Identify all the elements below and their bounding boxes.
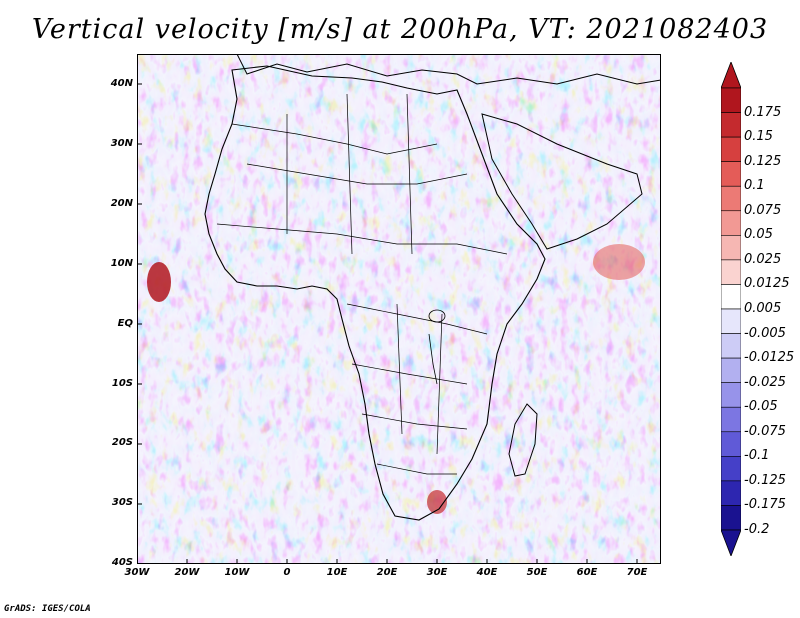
map-plot (137, 54, 661, 564)
colorbar-tick-label: -0.0125 (744, 350, 795, 366)
colorbar-band (721, 210, 741, 236)
colorbar-tick-label: 0.075 (744, 202, 782, 218)
colorbar-tick-label: 0.025 (744, 251, 782, 267)
lon-label-10w: 10W (224, 567, 250, 578)
colorbar-band (721, 382, 741, 408)
axis-ticks (137, 83, 638, 564)
lon-label-50e: 50E (526, 567, 548, 578)
colorbar-tick-label: -0.075 (744, 423, 786, 439)
colorbar-max-arrow (721, 62, 741, 89)
lat-label-40s: 40S (111, 557, 133, 568)
lat-label-10n: 10N (110, 258, 133, 269)
colorbar-tick-label: 0.125 (744, 153, 782, 169)
lake-victoria (428, 309, 446, 323)
colorbar-band (721, 284, 741, 310)
madagascar-coastline (508, 403, 538, 477)
lon-label-60e: 60E (576, 567, 598, 578)
colorbar-tick-label: -0.025 (744, 374, 786, 390)
map-title: Vertical velocity [m/s] at 200hPa, VT: 2… (31, 14, 769, 45)
colorbar-band (721, 431, 741, 457)
colorbar-tick-label: 0.15 (744, 129, 773, 145)
lake-tanganyika (428, 333, 438, 385)
colorbar-band (721, 333, 741, 359)
colorbar-band (721, 136, 741, 162)
grads-credit: GrADS: IGES/COLA (4, 604, 91, 614)
lon-label-30e: 30E (426, 567, 448, 578)
colorbar-tick-label: 0.1 (744, 178, 765, 194)
lon-label-0: 0 (283, 567, 291, 578)
lon-label-70e: 70E (626, 567, 648, 578)
colorbar-band (721, 505, 741, 531)
colorbar (721, 62, 741, 556)
colorbar-band (721, 357, 741, 383)
colorbar-tick-label: 0.05 (744, 227, 773, 243)
lat-label-40n: 40N (110, 78, 133, 89)
colorbar-tick-label: -0.05 (744, 399, 778, 415)
lat-label-eq: EQ (117, 318, 133, 329)
colorbar-band (721, 456, 741, 482)
arabia-coastline (481, 113, 643, 250)
updraft-cell-atlantic (147, 262, 171, 302)
colorbar-band (721, 308, 741, 334)
updraft-cell-indian-ocean (593, 244, 645, 280)
vertical-velocity-map (137, 54, 661, 564)
colorbar-band (721, 259, 741, 285)
lat-label-30n: 30N (110, 138, 133, 149)
lon-label-20e: 20E (376, 567, 398, 578)
colorbar-band (721, 112, 741, 138)
lon-label-10e: 10E (326, 567, 348, 578)
colorbar-tick-label: -0.125 (744, 472, 786, 488)
lat-label-20s: 20S (111, 437, 133, 448)
colorbar-tick-label: -0.175 (744, 497, 786, 513)
colorbar-tick-label: -0.1 (744, 448, 770, 464)
lon-label-20w: 20W (174, 567, 200, 578)
country-borders (216, 93, 508, 475)
colorbar-tick-label: -0.2 (744, 522, 770, 537)
updraft-cell-south-africa (427, 490, 447, 514)
map-border (137, 54, 661, 564)
colorbar-tick-label: 0.175 (744, 104, 782, 120)
africa-coastline (204, 65, 546, 521)
lat-label-30s: 30S (111, 497, 133, 508)
colorbar-min-arrow (721, 529, 741, 556)
colorbar-tick-label: -0.005 (744, 325, 786, 341)
colorbar-band (721, 185, 741, 212)
colorbar-tick-label: 0.005 (744, 301, 782, 316)
colorbar-band (721, 480, 741, 506)
colorbar-tick-label: 0.0125 (744, 276, 790, 292)
colorbar-band (721, 161, 741, 187)
velocity-field-texture (137, 54, 661, 564)
colorbar-band (721, 235, 741, 261)
colorbar-band (721, 87, 741, 113)
lon-label-40e: 40E (476, 567, 498, 578)
colorbar-band (721, 406, 741, 433)
lat-label-10s: 10S (111, 378, 133, 389)
europe-coastline (236, 54, 661, 85)
lat-label-20n: 20N (110, 198, 133, 209)
lon-label-30w: 30W (124, 567, 150, 578)
